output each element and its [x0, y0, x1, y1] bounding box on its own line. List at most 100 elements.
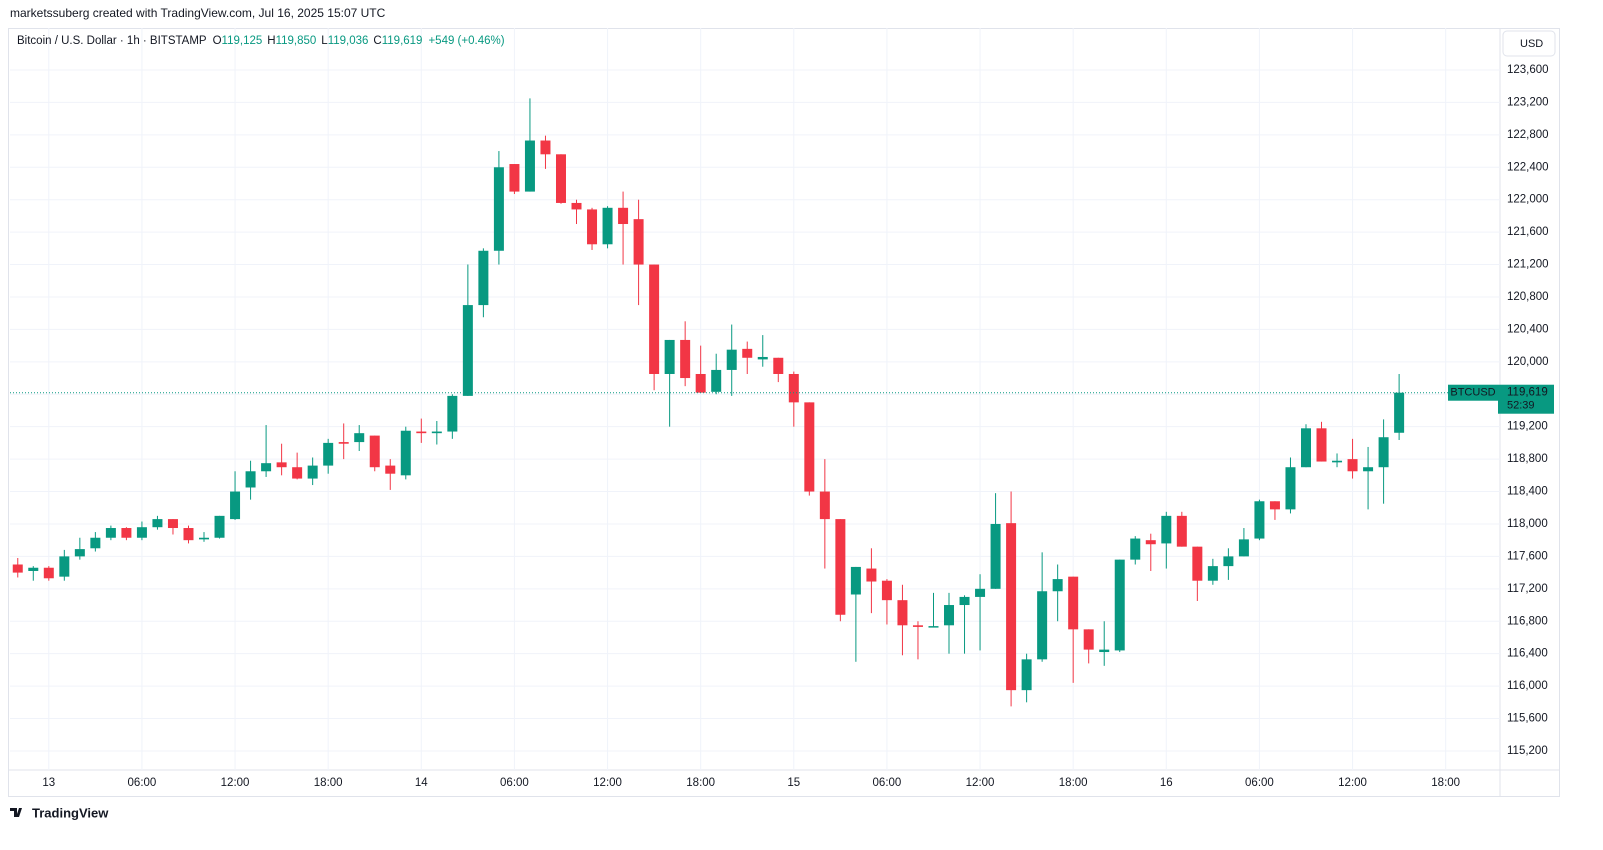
- x-tick-label: 16: [1160, 777, 1173, 789]
- candle-body: [276, 462, 287, 468]
- candle-body: [1300, 428, 1311, 468]
- x-tick-label: 12:00: [593, 777, 622, 789]
- candle-body: [59, 556, 70, 577]
- candle-body: [711, 369, 722, 392]
- candle-body: [897, 600, 908, 626]
- x-tick-label: 12:00: [221, 777, 250, 789]
- candle-body: [1269, 501, 1280, 510]
- candle-body: [416, 431, 427, 434]
- candle-body: [1114, 559, 1125, 651]
- x-tick-label: 13: [42, 777, 55, 789]
- candle-body: [524, 140, 535, 192]
- candle-body: [587, 209, 598, 245]
- candle-body: [835, 519, 846, 615]
- candle-body: [804, 402, 815, 492]
- y-tick-label: 119,200: [1507, 421, 1548, 433]
- candle-body: [773, 357, 784, 374]
- x-tick-label: 06:00: [500, 777, 529, 789]
- y-tick-label: 123,200: [1507, 96, 1549, 108]
- candle-body: [105, 528, 116, 538]
- ohlc-key: H: [267, 35, 275, 47]
- candle-body: [493, 167, 504, 251]
- candle-body: [944, 605, 955, 626]
- candle-body: [245, 471, 256, 488]
- candle-body: [230, 491, 241, 520]
- candle-body: [757, 356, 768, 360]
- symbol-tag-label: BTCUSD: [1450, 387, 1495, 399]
- candle-body: [136, 527, 147, 538]
- candle-body: [1394, 392, 1405, 433]
- y-tick-label: 122,000: [1507, 194, 1549, 206]
- y-tick-label: 122,400: [1507, 161, 1549, 173]
- candle-body: [1130, 538, 1141, 560]
- candle-body: [1037, 591, 1048, 660]
- candle-body: [462, 305, 473, 396]
- candle-body: [664, 339, 675, 374]
- symbol-title: Bitcoin / U.S. Dollar · 1h · BITSTAMP: [17, 35, 207, 47]
- candle-body: [43, 567, 54, 579]
- currency-label: USD: [1520, 38, 1543, 50]
- currency-box: [1502, 30, 1556, 57]
- candle-body: [649, 264, 660, 374]
- candle-body: [866, 568, 877, 582]
- x-tick-label: 18:00: [1059, 777, 1088, 789]
- x-tick-label: 14: [415, 777, 428, 789]
- candle-body: [121, 528, 132, 538]
- y-tick-label: 118,800: [1507, 453, 1548, 465]
- y-tick-label: 120,400: [1507, 323, 1549, 335]
- candle-body: [850, 566, 861, 595]
- ohlc-value: 119,125: [222, 35, 263, 47]
- candle-body: [1145, 540, 1156, 545]
- candle-body: [695, 373, 706, 393]
- candle-body: [633, 219, 644, 265]
- candle-body: [1083, 629, 1094, 650]
- candle-body: [1254, 501, 1265, 539]
- ohlc-key: L: [321, 35, 328, 47]
- page-caption: marketssuberg created with TradingView.c…: [10, 6, 386, 20]
- x-tick-label: 18:00: [1431, 777, 1460, 789]
- candle-body: [1332, 460, 1343, 463]
- countdown-label: 52:39: [1507, 400, 1535, 412]
- candle-body: [1052, 579, 1063, 592]
- candle-body: [618, 207, 629, 225]
- y-tick-label: 116,400: [1507, 648, 1548, 660]
- legend-header: Bitcoin / U.S. Dollar · 1h · BITSTAMP O11…: [17, 35, 505, 47]
- candle-body: [183, 528, 194, 541]
- candle-body: [478, 250, 489, 306]
- candle-body: [788, 373, 799, 403]
- x-tick-label: 12:00: [966, 777, 995, 789]
- candle-body: [1223, 556, 1234, 567]
- y-tick-label: 122,800: [1507, 129, 1549, 141]
- candle-body: [199, 537, 210, 540]
- candle-body: [431, 431, 442, 434]
- y-tick-label: 116,000: [1507, 680, 1548, 692]
- x-tick-label: 06:00: [128, 777, 157, 789]
- price-tag-label: 119,619: [1507, 387, 1548, 399]
- candle-body: [447, 395, 458, 432]
- y-tick-label: 120,800: [1507, 291, 1549, 303]
- ohlc-key: C: [373, 35, 381, 47]
- candle-body: [540, 140, 551, 155]
- y-tick-label: 121,600: [1507, 226, 1549, 238]
- candle-body: [338, 442, 349, 444]
- candle-body: [292, 467, 303, 479]
- candle-body: [1238, 539, 1249, 557]
- candle-body: [726, 349, 737, 370]
- ohlc-value: 119,619: [382, 35, 423, 47]
- candle-body: [261, 463, 272, 472]
- axes: 115,200 115,600 116,000 116,400 116,800 117,2…: [42, 64, 1554, 789]
- candle-body: [1099, 649, 1110, 653]
- candle-body: [214, 515, 225, 538]
- candle-body: [928, 626, 939, 628]
- candle-body: [400, 430, 411, 476]
- candle-body: [167, 519, 178, 529]
- candle-body: [555, 154, 566, 203]
- candle-body: [571, 202, 582, 210]
- candle-body: [1363, 467, 1374, 472]
- candle-body: [819, 491, 830, 520]
- candle-body: [881, 580, 892, 601]
- candle-body: [959, 596, 970, 606]
- y-tick-label: 118,000: [1507, 518, 1548, 530]
